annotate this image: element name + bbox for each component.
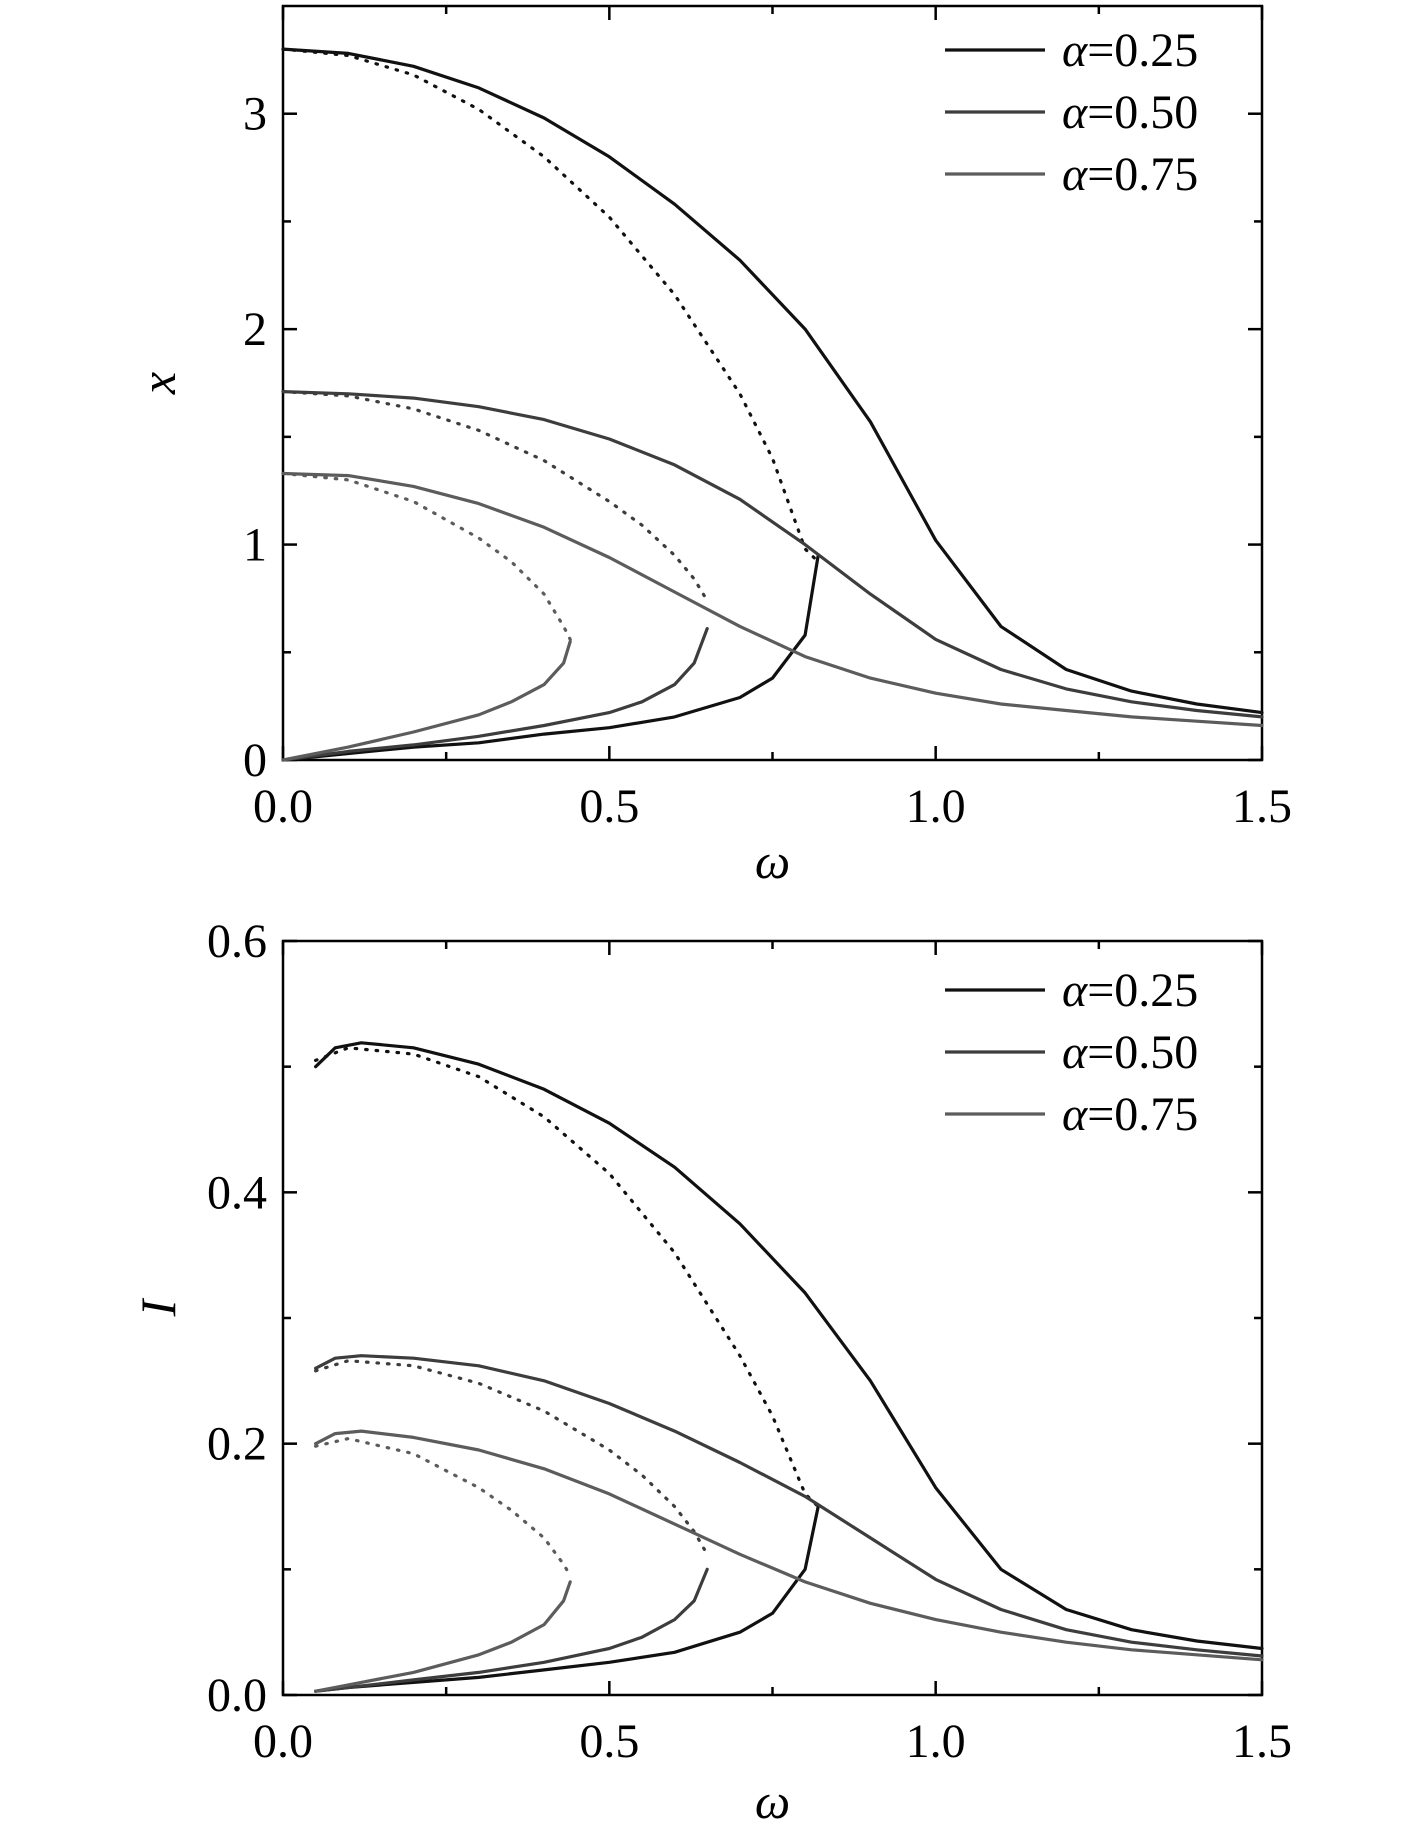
series-line-075: [314, 1429, 1264, 1662]
y-tick-label: 0.6: [207, 915, 267, 968]
y-axis-label: I: [130, 1297, 186, 1317]
series-line-025: [281, 47, 1264, 715]
y-tick-label: 0.0: [207, 1669, 267, 1722]
legend-entry-label: α=0.50: [1062, 1026, 1198, 1079]
series-line-075: [281, 471, 1264, 728]
series-line-050: [281, 626, 709, 762]
legend-value: =0.25: [1087, 24, 1198, 77]
legend-entry-label: α=0.75: [1062, 1088, 1198, 1141]
y-tick-label: 0: [243, 734, 267, 787]
series-line-025: [314, 1504, 820, 1693]
legend-entry-label: α=0.25: [1062, 24, 1198, 77]
x-tick-label: 0.5: [579, 780, 639, 833]
legend-value: =0.25: [1087, 964, 1198, 1017]
series-line-050: [314, 1567, 709, 1693]
x-axis-label: ω: [755, 1773, 790, 1829]
series-line-dotted-025: [314, 1046, 820, 1509]
legend-greek-symbol: α: [1062, 1088, 1088, 1141]
series-line-dotted-050: [281, 390, 709, 603]
x-tick-label: 0.5: [579, 1715, 639, 1768]
series-line-dotted-075: [314, 1436, 572, 1578]
x-tick-label: 0.0: [253, 1715, 313, 1768]
x-tick-label: 1.0: [906, 1715, 966, 1768]
x-tick-label: 1.5: [1232, 1715, 1292, 1768]
series-line-025: [281, 553, 820, 762]
legend-greek-symbol: α: [1062, 148, 1088, 201]
y-tick-label: 3: [243, 88, 267, 141]
legend-entry-label: α=0.50: [1062, 86, 1198, 139]
chart-I-vs-omega: 0.0 0.5 1.0 1.50.00.20.40.6ωIα=0.25α=0.50α=…: [130, 915, 1292, 1829]
series-line-050: [281, 390, 1264, 719]
series-line-dotted-025: [281, 47, 820, 564]
y-tick-label: 1: [243, 519, 267, 572]
series-line-075: [281, 639, 572, 762]
legend-entry-label: α=0.25: [1062, 964, 1198, 1017]
y-tick-label: 0.4: [207, 1166, 267, 1219]
legend-entry-label: α=0.75: [1062, 148, 1198, 201]
legend-value: =0.50: [1087, 86, 1198, 139]
legend-value: =0.50: [1087, 1026, 1198, 1079]
x-axis-label: ω: [755, 833, 790, 889]
legend-value: =0.75: [1087, 1088, 1198, 1141]
legend-greek-symbol: α: [1062, 964, 1088, 1017]
x-tick-label: 1.5: [1232, 780, 1292, 833]
series-line-dotted-050: [314, 1359, 709, 1556]
y-tick-label: 0.2: [207, 1418, 267, 1471]
y-axis-label: x: [130, 372, 186, 395]
x-tick-label: 0.0: [253, 780, 313, 833]
series-line-075: [314, 1580, 572, 1693]
legend-greek-symbol: α: [1062, 86, 1088, 139]
x-tick-label: 1.0: [906, 780, 966, 833]
y-tick-label: 2: [243, 303, 267, 356]
series-line-025: [314, 1041, 1264, 1651]
series-line-dotted-075: [281, 471, 572, 642]
legend-value: =0.75: [1087, 148, 1198, 201]
legend-greek-symbol: α: [1062, 1026, 1088, 1079]
series-line-050: [314, 1354, 1264, 1658]
legend-greek-symbol: α: [1062, 24, 1088, 77]
